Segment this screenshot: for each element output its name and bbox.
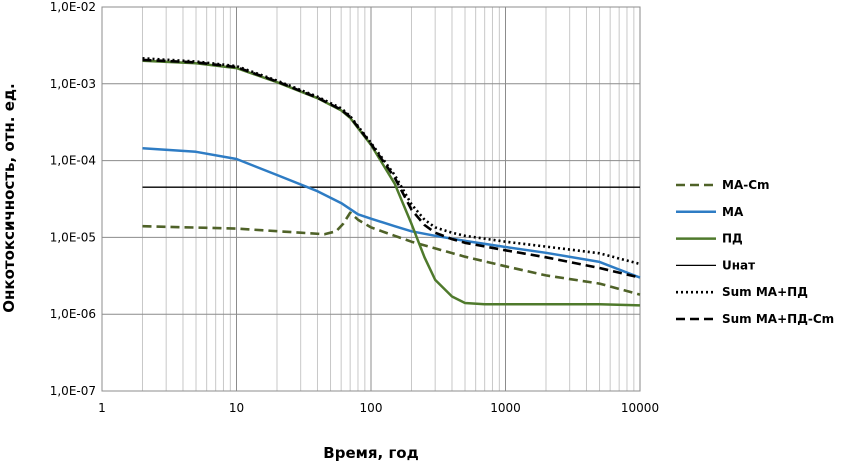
x-tick-label: 10000 <box>621 401 659 415</box>
grid-lines <box>101 6 641 392</box>
y-tick-label: 1,0E-07 <box>50 384 96 398</box>
x-tick-label: 1 <box>98 401 106 415</box>
x-tick-label: 10 <box>229 401 244 415</box>
series-line-1 <box>142 146 641 279</box>
series-line-4 <box>142 57 641 266</box>
legend-label: MA-Cm <box>722 178 770 192</box>
y-tick-label: 1,0E-05 <box>50 230 96 244</box>
legend-label: Sum MA+ПД-Cm <box>722 312 834 326</box>
legend-label: ПД <box>722 232 743 246</box>
legend-label: MA <box>722 205 744 219</box>
series-lines <box>142 57 641 307</box>
x-axis-title: Время, год <box>323 444 418 462</box>
legend-label: Uнат <box>722 258 755 272</box>
y-tick-label: 1,0E-06 <box>50 307 96 321</box>
legend-label: Sum MA+ПД <box>722 285 808 299</box>
y-axis-title: Онкотоксичность, отн. ед. <box>0 83 18 312</box>
series-line-0 <box>142 211 641 296</box>
series-line-2 <box>142 59 641 307</box>
y-tick-label: 1,0E-04 <box>50 154 96 168</box>
x-tick-label: 1000 <box>490 401 521 415</box>
y-tick-label: 1,0E-02 <box>50 0 96 14</box>
tick-labels: 1 10 100 1000 10000 1,0E-07 1,0E-06 1,0E-05 1,0E… <box>50 0 659 415</box>
legend: MA-Cm MA ПД Uнат Sum MA+ПД Sum MA+ПД-Cm <box>676 178 834 326</box>
y-tick-label: 1,0E-03 <box>50 77 96 91</box>
x-tick-label: 100 <box>360 401 383 415</box>
